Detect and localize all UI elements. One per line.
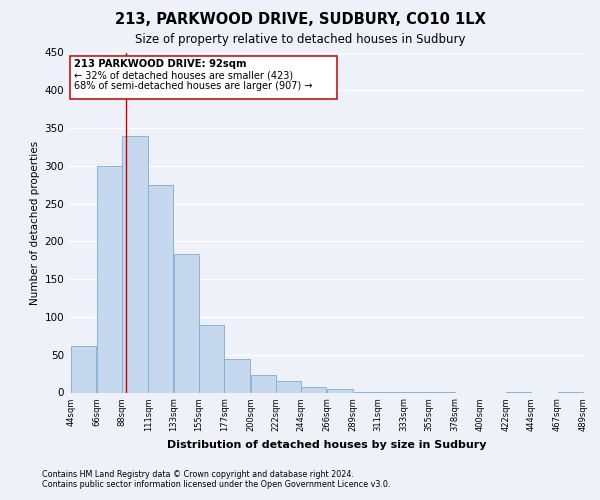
- Bar: [71, 346, 97, 393]
- Text: 213, PARKWOOD DRIVE, SUDBURY, CO10 1LX: 213, PARKWOOD DRIVE, SUDBURY, CO10 1LX: [115, 12, 485, 28]
- Text: 213 PARKWOOD DRIVE: 92sqm: 213 PARKWOOD DRIVE: 92sqm: [74, 60, 246, 70]
- Bar: [326, 390, 353, 392]
- Bar: [97, 166, 122, 392]
- Text: ← 32% of detached houses are smaller (423): ← 32% of detached houses are smaller (42…: [74, 70, 293, 81]
- Text: Contains public sector information licensed under the Open Government Licence v3: Contains public sector information licen…: [42, 480, 391, 489]
- Bar: [224, 358, 250, 392]
- Y-axis label: Number of detached properties: Number of detached properties: [30, 140, 40, 304]
- Text: Contains HM Land Registry data © Crown copyright and database right 2024.: Contains HM Land Registry data © Crown c…: [42, 470, 354, 479]
- Bar: [301, 387, 326, 392]
- Bar: [148, 184, 173, 392]
- Bar: [276, 381, 301, 392]
- FancyBboxPatch shape: [70, 56, 337, 100]
- Text: 68% of semi-detached houses are larger (907) →: 68% of semi-detached houses are larger (…: [74, 81, 312, 91]
- X-axis label: Distribution of detached houses by size in Sudbury: Distribution of detached houses by size …: [167, 440, 487, 450]
- Bar: [122, 136, 148, 392]
- Bar: [174, 254, 199, 392]
- Bar: [251, 375, 276, 392]
- Text: Size of property relative to detached houses in Sudbury: Size of property relative to detached ho…: [135, 32, 465, 46]
- Bar: [199, 324, 224, 392]
